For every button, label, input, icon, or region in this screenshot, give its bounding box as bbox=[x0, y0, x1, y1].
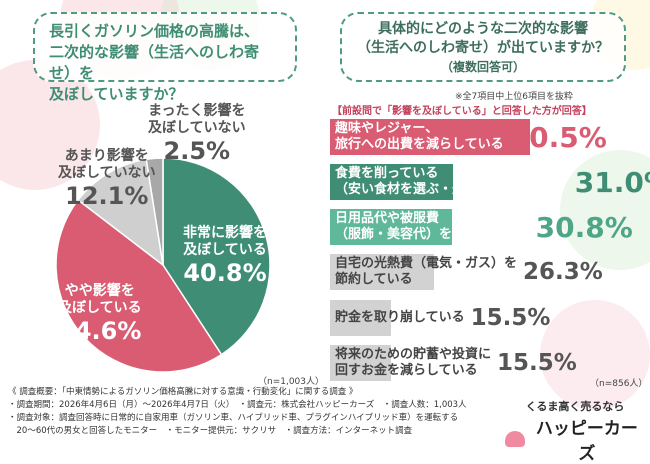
label-line: まったく影響を bbox=[148, 103, 246, 119]
footer-line: 20～60代の男女と回答したモニター ・モニター提供元：サクリサ ・調査方法：イ… bbox=[8, 426, 413, 436]
pct-value: 40.8% bbox=[183, 259, 267, 287]
bar bbox=[330, 345, 392, 381]
right-n-label: （n=856人） bbox=[590, 379, 648, 389]
bar-label: 日用品代や被服費 （服飾・美容代）を減らしている bbox=[330, 211, 530, 243]
bar-label-line: 節約している bbox=[335, 272, 413, 287]
pie-label-not-at-all: まったく影響を 及ぼしていない 2.5% bbox=[148, 103, 246, 165]
bar-value: 30.8% bbox=[535, 210, 633, 244]
pie-label-very: 非常に影響を 及ぼしている 40.8% bbox=[183, 225, 267, 287]
bar-row: 自宅の光熱費（電気・ガス）を 節約している 26.3% bbox=[330, 254, 603, 290]
left-n-label: （n=1,003人） bbox=[258, 377, 325, 387]
right-subnote: 【前設問で「影響を及ぼしている」と回答した方が回答】 bbox=[332, 106, 592, 117]
label-line: 非常に影響を bbox=[183, 225, 267, 241]
label-line: 及ぼしている bbox=[58, 300, 142, 316]
decor-circle bbox=[540, 300, 650, 410]
bar-label-line: 日用品代や被服費 bbox=[335, 211, 440, 226]
bar-label-line: 自宅の光熱費（電気・ガス）を bbox=[335, 256, 518, 271]
bar-row: 日用品代や被服費 （服飾・美容代）を減らしている 30.8% bbox=[330, 209, 633, 245]
bar-label-line: 食費を削っている bbox=[335, 166, 439, 181]
bar-row: 趣味やレジャー、 旅行への出費を減らしている 50.5% bbox=[330, 119, 607, 155]
bar bbox=[330, 300, 392, 336]
bar-label-line: 趣味やレジャー、 bbox=[335, 121, 439, 136]
pie-slice bbox=[76, 158, 165, 267]
bar-label: 貯金を取り崩している bbox=[330, 310, 465, 326]
bar bbox=[330, 254, 435, 290]
right-question-line: （生活へのしわ寄せ）が出ていますか？ bbox=[357, 40, 609, 56]
right-question-box: 具体的にどのような二次的な影響 （生活へのしわ寄せ）が出ていますか？ （複数回答… bbox=[340, 12, 626, 82]
pie-slice bbox=[145, 157, 164, 266]
bar bbox=[330, 119, 530, 155]
right-question-line: （複数回答可） bbox=[440, 60, 525, 74]
bar-label: 将来のための貯蓄や投資に 回すお金を減らしている bbox=[330, 347, 491, 379]
bar bbox=[330, 209, 452, 245]
left-question-line: 及ぼしていますか？ bbox=[49, 85, 184, 103]
bar-value: 15.5% bbox=[497, 350, 577, 376]
bar-value: 26.3% bbox=[523, 259, 603, 285]
logo-tagline: くるま高く売るなら bbox=[525, 400, 625, 413]
bar-row: 将来のための貯蓄や投資に 回すお金を減らしている 15.5% bbox=[330, 345, 577, 381]
pie-chart bbox=[55, 157, 271, 373]
bar-label: 食費を削っている （安い食材を選ぶ・外食を減らすなど） bbox=[330, 166, 569, 198]
pct-value: 12.1% bbox=[65, 182, 149, 210]
survey-footer: 《 調査概要：「中東情勢によるガソリン価格高騰に対する意識・行動変化」に関する調… bbox=[8, 386, 467, 438]
label-line: やや影響を bbox=[64, 283, 135, 299]
label-line: 及ぼしていない bbox=[148, 120, 246, 136]
bar-label: 趣味やレジャー、 旅行への出費を減らしている bbox=[330, 121, 504, 153]
bar-value: 50.5% bbox=[509, 120, 607, 154]
bar bbox=[330, 164, 453, 200]
bar-label-line: 旅行への出費を減らしている bbox=[335, 137, 504, 152]
elephant-logo-icon bbox=[505, 431, 525, 447]
label-line: 及ぼしている bbox=[183, 242, 267, 258]
bar-row: 食費を削っている（安い食材を選ぶ・外食を減らすなど）31.0% bbox=[330, 164, 650, 200]
bar-label-line: 将来のための貯蓄や投資に bbox=[335, 347, 492, 362]
pie-label-somewhat: やや影響を 及ぼしている 44.6% bbox=[58, 283, 142, 345]
bar-value: 15.5% bbox=[470, 305, 551, 331]
company-logo: くるま高く売るなら ハッピーカーズ bbox=[505, 398, 645, 464]
pie-slice bbox=[55, 198, 223, 373]
left-question-line: 二次的な影響（生活へのしわ寄せ）を bbox=[49, 43, 260, 82]
label-line: 及ぼしていない bbox=[58, 165, 156, 181]
footer-line: 《 調査概要：「中東情勢によるガソリン価格高騰に対する意識・行動変化」に関する調… bbox=[8, 387, 358, 397]
bar-label: 自宅の光熱費（電気・ガス）を 節約している bbox=[330, 256, 517, 288]
pct-value: 2.5% bbox=[163, 137, 231, 165]
bar-label-line: （安い食材を選ぶ・外食を減らすなど） bbox=[335, 182, 569, 197]
bar-label-line: （服飾・美容代）を減らしている bbox=[335, 227, 530, 242]
bar-value: 31.0% bbox=[574, 165, 650, 199]
label-line: あまり影響を bbox=[64, 148, 149, 164]
pie-label-not-much: あまり影響を 及ぼしていない 12.1% bbox=[58, 148, 156, 210]
right-question-line: 具体的にどのような二次的な影響 bbox=[378, 21, 588, 37]
footer-line: ・調査対象：調査回答時に日常的に自家用車（ガソリン車、ハイブリッド車、プラグイン… bbox=[8, 413, 459, 423]
bar-row: 貯金を取り崩している 15.5% bbox=[330, 300, 550, 336]
left-question-line: 長引くガソリン価格の高騰は、 bbox=[49, 22, 260, 40]
decor-circle bbox=[560, 150, 650, 270]
footer-line: ・調査期間：2026年4月6日（月）～2026年4月7日（火） ・調査元：株式会… bbox=[8, 400, 467, 410]
left-question-box: 長引くガソリン価格の高騰は、 二次的な影響（生活へのしわ寄せ）を 及ぼしています… bbox=[33, 12, 297, 103]
bar-label-line: 回すお金を減らしている bbox=[335, 363, 478, 378]
pct-value: 44.6% bbox=[58, 317, 142, 345]
bar-label-line: 貯金を取り崩している bbox=[335, 310, 465, 325]
right-note: ※全7項目中上位6項目を抜粋 bbox=[455, 92, 573, 102]
logo-name: ハッピーカーズ bbox=[535, 419, 638, 464]
